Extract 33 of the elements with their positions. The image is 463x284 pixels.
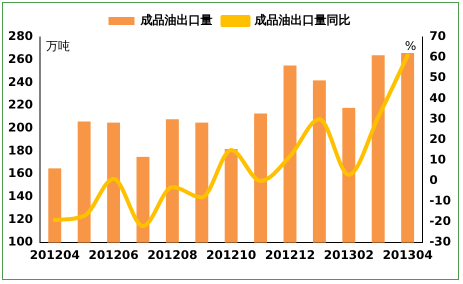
x-tick-label: 201208 <box>147 248 198 262</box>
x-tick-label: 201304 <box>382 248 433 262</box>
y2-tick-label: 20 <box>429 132 446 146</box>
x-tick-label: 201210 <box>206 248 256 262</box>
x-tick-label: 201204 <box>30 248 80 262</box>
y-tick-label: 120 <box>8 212 34 226</box>
y-tick-label: 280 <box>8 29 34 44</box>
y-axis-title: 万吨 <box>46 39 70 54</box>
line-series <box>52 54 410 228</box>
y-tick-label: 200 <box>8 120 34 135</box>
y-tick-label: 240 <box>8 74 34 89</box>
y2-tick-label: -10 <box>429 194 452 208</box>
y2-axis-title: % <box>404 39 416 54</box>
y2-tick-label: 30 <box>429 111 446 126</box>
y2-tick-label: -30 <box>429 234 452 249</box>
x-tick-label: 201206 <box>88 248 139 262</box>
y2-tick-label: 10 <box>429 152 446 166</box>
y-tick-label: 160 <box>8 166 34 180</box>
y2-tick-label: 70 <box>429 29 446 44</box>
x-tick-label: 201302 <box>324 248 374 262</box>
y2-tick-label: 60 <box>429 50 446 64</box>
y2-tick-label: 0 <box>429 173 438 188</box>
y-tick-label: 140 <box>8 189 34 204</box>
y2-tick-label: 50 <box>429 70 446 84</box>
y2-tick-label: -20 <box>429 214 452 228</box>
legend-label: 成品油出口量同比 <box>254 13 350 28</box>
y-tick-label: 100 <box>8 234 34 249</box>
y-tick-label: 260 <box>8 52 34 66</box>
y2-tick-label: 40 <box>429 90 446 105</box>
x-tick-label: 201212 <box>264 248 316 262</box>
legend-label: 成品油出口量 <box>140 13 212 28</box>
y-tick-label: 180 <box>8 143 34 158</box>
y-tick-label: 220 <box>8 98 34 112</box>
